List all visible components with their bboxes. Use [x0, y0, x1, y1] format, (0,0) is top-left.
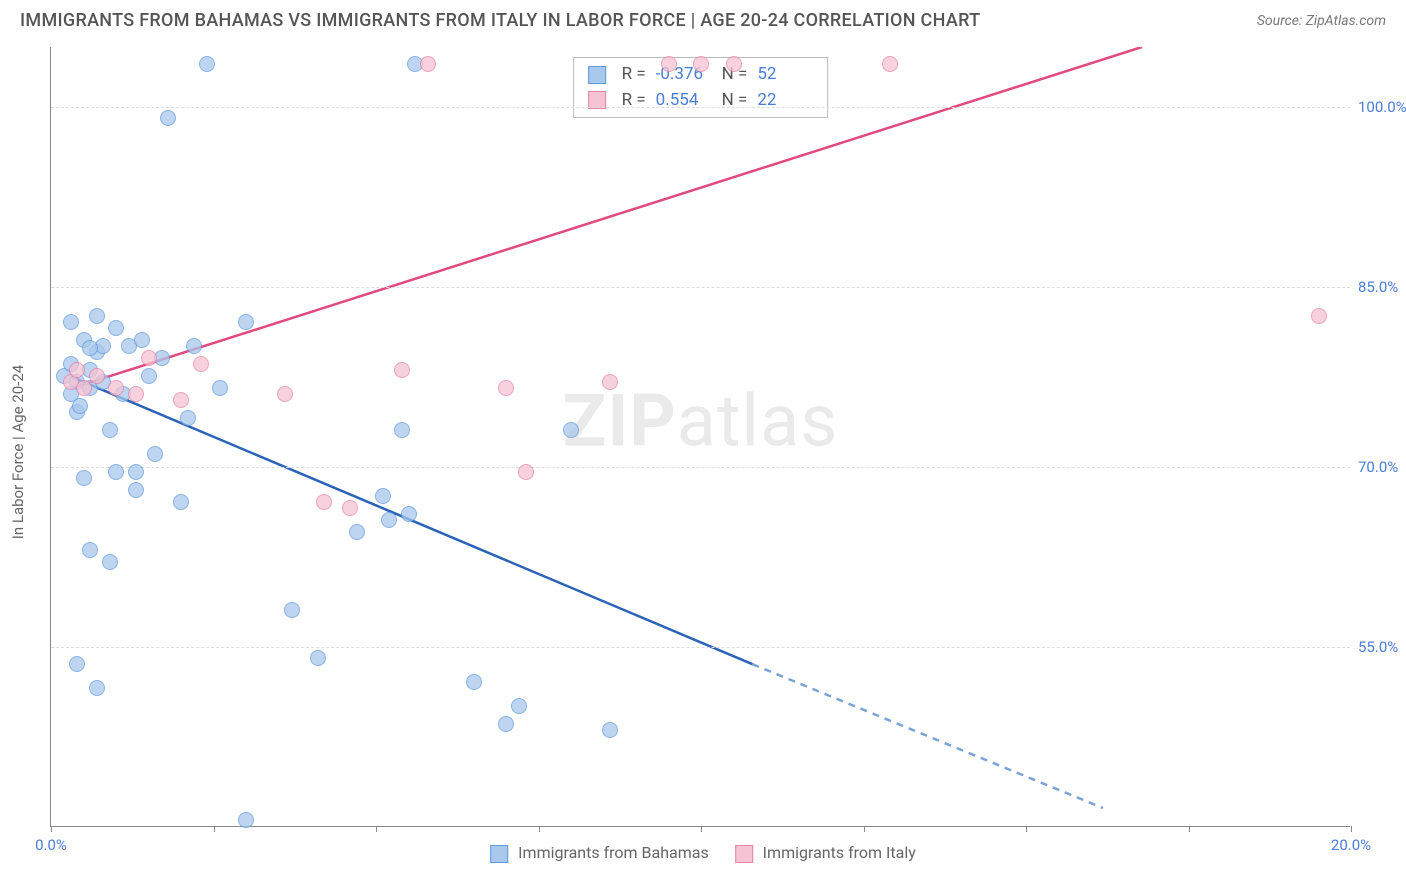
x-tick-label: 20.0% [1331, 836, 1371, 854]
data-point-bahamas [212, 380, 228, 396]
data-point-italy [277, 386, 293, 402]
data-point-italy [128, 386, 144, 402]
data-point-bahamas [82, 542, 98, 558]
legend-item-italy: Immigrants from Italy [735, 843, 916, 863]
data-point-italy [420, 56, 436, 72]
data-point-bahamas [147, 446, 163, 462]
data-point-italy [1311, 308, 1327, 324]
data-point-bahamas [349, 524, 365, 540]
y-axis-label: In Labor Force | Age 20-24 [9, 365, 27, 539]
data-point-bahamas [180, 410, 196, 426]
data-point-bahamas [199, 56, 215, 72]
plot-area: ZIPatlas R = -0.376 N = 52 R = 0.554 N =… [50, 47, 1350, 827]
y-tick-label: 85.0% [1358, 278, 1406, 296]
legend: Immigrants from Bahamas Immigrants from … [490, 843, 916, 863]
data-point-italy [518, 464, 534, 480]
data-point-bahamas [381, 512, 397, 528]
data-point-bahamas [128, 482, 144, 498]
data-point-bahamas [108, 464, 124, 480]
x-tick-label: 0.0% [35, 836, 67, 854]
x-tick [214, 826, 215, 832]
data-point-bahamas [394, 422, 410, 438]
data-point-italy [89, 368, 105, 384]
data-point-bahamas [89, 308, 105, 324]
x-tick [539, 826, 540, 832]
data-point-bahamas [89, 680, 105, 696]
n-value-italy: 22 [757, 88, 813, 114]
data-point-bahamas [69, 656, 85, 672]
data-point-italy [726, 56, 742, 72]
gridline [51, 647, 1350, 648]
data-point-italy [693, 56, 709, 72]
legend-swatch-bahamas [490, 845, 508, 863]
data-point-bahamas [160, 110, 176, 126]
data-point-italy [193, 356, 209, 372]
data-point-italy [69, 362, 85, 378]
chart-title: IMMIGRANTS FROM BAHAMAS VS IMMIGRANTS FR… [20, 10, 980, 31]
data-point-italy [76, 380, 92, 396]
data-point-bahamas [310, 650, 326, 666]
scatter-chart: In Labor Force | Age 20-24 ZIPatlas R = … [0, 37, 1406, 867]
data-point-italy [882, 56, 898, 72]
data-point-bahamas [63, 314, 79, 330]
data-point-bahamas [563, 422, 579, 438]
data-point-bahamas [238, 314, 254, 330]
gridline [51, 107, 1350, 108]
data-point-bahamas [102, 554, 118, 570]
x-tick [864, 826, 865, 832]
watermark: ZIPatlas [563, 378, 839, 463]
data-point-bahamas [128, 464, 144, 480]
data-point-bahamas [134, 332, 150, 348]
gridline [51, 467, 1350, 468]
data-point-italy [661, 56, 677, 72]
gridline [51, 287, 1350, 288]
y-tick-label: 70.0% [1358, 458, 1406, 476]
legend-swatch-italy [735, 845, 753, 863]
data-point-bahamas [498, 716, 514, 732]
data-point-italy [602, 374, 618, 390]
n-value-bahamas: 52 [757, 62, 813, 88]
data-point-bahamas [102, 422, 118, 438]
data-point-italy [108, 380, 124, 396]
data-point-italy [141, 350, 157, 366]
legend-item-bahamas: Immigrants from Bahamas [490, 843, 709, 863]
data-point-bahamas [602, 722, 618, 738]
x-tick [51, 826, 52, 832]
x-tick [376, 826, 377, 832]
data-point-bahamas [511, 698, 527, 714]
source-attribution: Source: ZipAtlas.com [1257, 13, 1386, 29]
data-point-bahamas [72, 398, 88, 414]
data-point-italy [173, 392, 189, 408]
data-point-bahamas [141, 368, 157, 384]
data-point-italy [394, 362, 410, 378]
data-point-bahamas [238, 812, 254, 828]
swatch-bahamas [588, 66, 606, 84]
data-point-bahamas [108, 320, 124, 336]
r-value-italy: 0.554 [656, 88, 712, 114]
data-point-bahamas [284, 602, 300, 618]
data-point-bahamas [466, 674, 482, 690]
data-point-italy [316, 494, 332, 510]
y-tick-label: 55.0% [1358, 638, 1406, 656]
data-point-bahamas [375, 488, 391, 504]
data-point-bahamas [76, 470, 92, 486]
data-point-italy [498, 380, 514, 396]
data-point-bahamas [173, 494, 189, 510]
x-tick [1189, 826, 1190, 832]
data-point-bahamas [82, 340, 98, 356]
y-tick-label: 100.0% [1358, 98, 1406, 116]
data-point-italy [342, 500, 358, 516]
data-point-bahamas [186, 338, 202, 354]
stats-row-italy: R = 0.554 N = 22 [588, 88, 814, 114]
x-tick [1026, 826, 1027, 832]
x-tick [701, 826, 702, 832]
x-tick [1351, 826, 1352, 832]
data-point-bahamas [401, 506, 417, 522]
